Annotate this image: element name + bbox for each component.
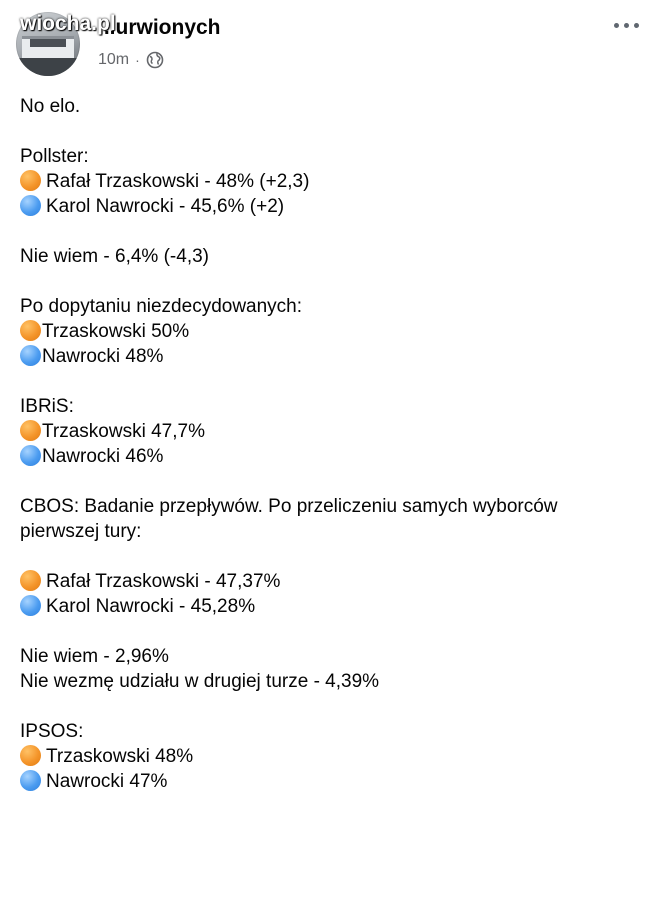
- cbos-candidate2: Karol Nawrocki - 45,28%: [20, 594, 650, 619]
- orange-circle-icon: [20, 570, 41, 591]
- more-dot: [634, 22, 639, 28]
- more-dot: [614, 22, 619, 28]
- cbos-candidate2-text: Karol Nawrocki - 45,28%: [46, 596, 256, 617]
- followup-candidate1-text: Trzaskowski 50%: [42, 321, 190, 342]
- post-body: No elo. Pollster: Rafał Trzaskowski - 48…: [20, 94, 650, 794]
- blue-circle-icon: [20, 195, 41, 216]
- ipsos-title: IPSOS:: [20, 721, 84, 742]
- meta-separator: ·: [135, 52, 140, 68]
- watermark-logo: wiocha.pl: [20, 12, 116, 35]
- followup-candidate2: Nawrocki 48%: [20, 344, 650, 369]
- group-name-link[interactable]: ...urwionych: [98, 16, 221, 39]
- pollster-undecided: Nie wiem - 6,4% (-4,3): [20, 246, 209, 267]
- more-dot: [624, 22, 629, 28]
- globe-icon: [146, 51, 164, 69]
- ibris-candidate1: Trzaskowski 47,7%: [20, 419, 650, 444]
- blue-circle-icon: [20, 770, 41, 791]
- ibris-candidate1-text: Trzaskowski 47,7%: [42, 421, 205, 442]
- orange-circle-icon: [20, 170, 41, 191]
- cbos-undecided: Nie wiem - 2,96%: [20, 646, 169, 667]
- pollster-candidate2-text: Karol Nawrocki - 45,6% (+2): [46, 196, 285, 217]
- orange-circle-icon: [20, 745, 41, 766]
- followup-candidate2-text: Nawrocki 48%: [42, 346, 164, 367]
- cbos-candidate1-text: Rafał Trzaskowski - 47,37%: [46, 571, 281, 592]
- pollster-candidate1: Rafał Trzaskowski - 48% (+2,3): [20, 169, 650, 194]
- ibris-title: IBRiS:: [20, 396, 74, 417]
- group-avatar[interactable]: [16, 12, 80, 76]
- cbos-title-line1: CBOS: Badanie przepływów. Po przeliczeni…: [20, 496, 558, 517]
- ipsos-candidate1: Trzaskowski 48%: [20, 744, 650, 769]
- orange-circle-icon: [20, 320, 41, 341]
- ipsos-candidate1-text: Trzaskowski 48%: [46, 746, 194, 767]
- cbos-title-line2: pierwszej tury:: [20, 521, 142, 542]
- post-header: ...urwionych wiocha.pl 10m ·: [0, 0, 662, 82]
- pollster-title: Pollster:: [20, 146, 89, 167]
- followup-candidate1: Trzaskowski 50%: [20, 319, 650, 344]
- post-meta: 10m ·: [98, 49, 164, 71]
- pollster-candidate1-text: Rafał Trzaskowski - 48% (+2,3): [46, 171, 310, 192]
- ibris-candidate2: Nawrocki 46%: [20, 444, 650, 469]
- ipsos-candidate2-text: Nawrocki 47%: [46, 771, 168, 792]
- post-timestamp[interactable]: 10m: [98, 51, 130, 68]
- more-options-icon[interactable]: [614, 20, 644, 30]
- followup-title: Po dopytaniu niezdecydowanych:: [20, 296, 303, 317]
- cbos-candidate1: Rafał Trzaskowski - 47,37%: [20, 569, 650, 594]
- cbos-not-voting: Nie wezmę udziału w drugiej turze - 4,39…: [20, 671, 380, 692]
- ipsos-candidate2: Nawrocki 47%: [20, 769, 650, 794]
- blue-circle-icon: [20, 345, 41, 366]
- blue-circle-icon: [20, 595, 41, 616]
- ibris-candidate2-text: Nawrocki 46%: [42, 446, 164, 467]
- avatar-ground: [16, 58, 80, 76]
- avatar-sign: [30, 39, 66, 47]
- blue-circle-icon: [20, 445, 41, 466]
- post-greeting: No elo.: [20, 96, 81, 117]
- orange-circle-icon: [20, 420, 41, 441]
- pollster-candidate2: Karol Nawrocki - 45,6% (+2): [20, 194, 650, 219]
